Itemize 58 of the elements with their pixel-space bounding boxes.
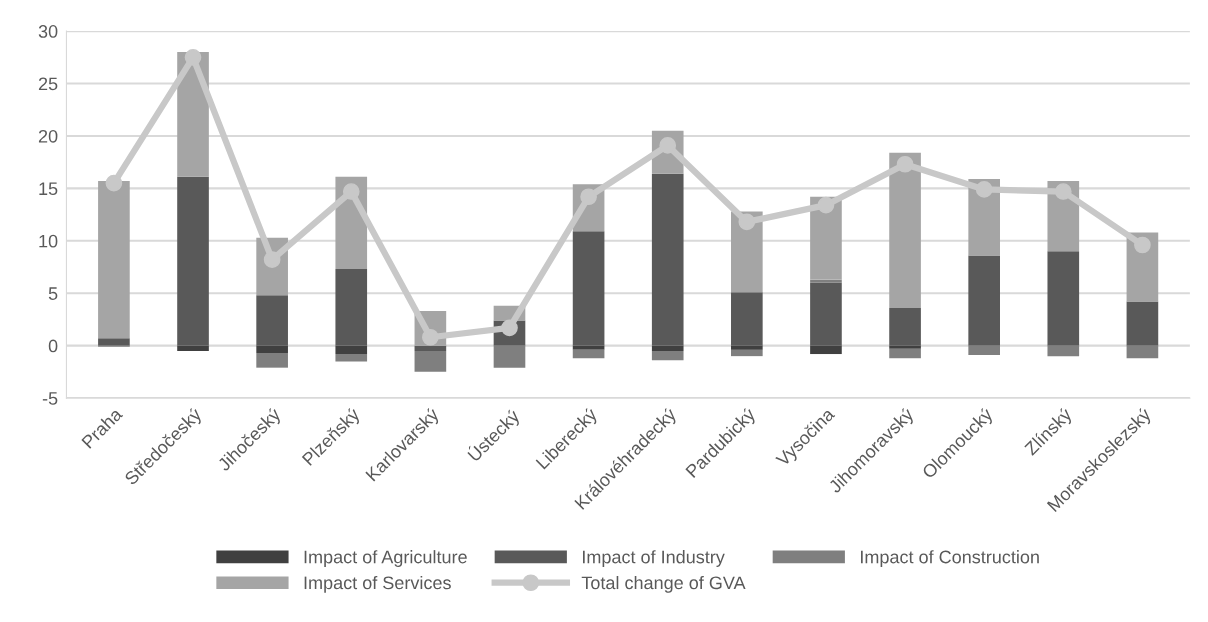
point [580,188,597,206]
point [342,183,360,200]
bar [810,282,842,346]
y-tick-label: 0 [48,339,58,353]
bar [731,292,763,346]
legend-label: Impact of Industry [583,550,725,567]
bar [1126,301,1159,346]
point [817,196,835,214]
bar [177,176,209,346]
bar [810,345,842,355]
bar [651,345,684,351]
point [738,213,756,231]
bar [572,349,605,359]
bar [414,345,447,351]
y-tick-label: 15 [39,182,58,196]
bar [889,307,921,346]
bar [731,349,763,357]
bar [1047,345,1080,357]
bar [98,181,130,339]
legend-label: Impact of Construction [861,550,1039,567]
point [105,174,123,192]
legend-label: Total change of GVA [581,575,746,593]
bar [335,345,368,355]
bar [335,354,368,362]
y-tick-label: -5 [42,392,58,405]
legend-label: Impact of Agriculture [304,550,467,567]
bar [968,345,1000,356]
bar [256,295,288,346]
y-tick-label: 5 [48,287,58,300]
point [975,181,993,198]
bar [810,279,842,283]
y-tick-label: 10 [39,234,58,248]
bar [335,269,368,346]
bar [98,338,130,346]
point [1134,236,1151,254]
legend-label: Impact of Services [304,575,451,593]
bar [1047,251,1080,346]
bar [968,255,1000,346]
bar [889,345,921,349]
bar [414,350,447,372]
bar [889,152,921,308]
bar [256,352,288,368]
bar [572,231,605,346]
bar [889,348,921,359]
bar [1126,345,1159,359]
bar [256,345,288,353]
bar [177,345,209,351]
bar [731,345,763,350]
bar [493,345,526,368]
point [184,48,202,66]
bar [572,345,605,350]
y-tick-label: 25 [38,77,58,91]
bar [651,173,684,346]
point [896,155,914,173]
bar [651,350,684,361]
y-tick-label: 20 [38,129,58,143]
point [1054,183,1072,200]
y-tick-label: 30 [38,25,58,38]
